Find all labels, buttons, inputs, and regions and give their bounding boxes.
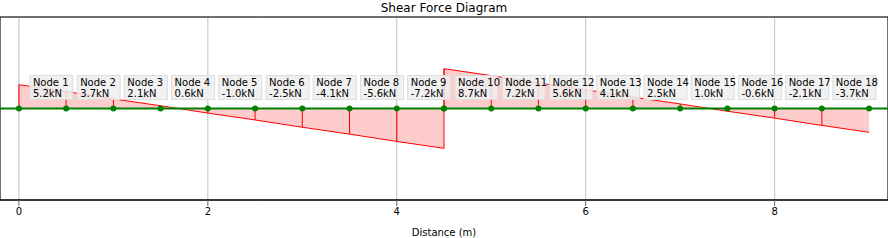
svg-text:Node 15: Node 15 xyxy=(694,77,736,88)
svg-text:Node 2: Node 2 xyxy=(80,77,116,88)
svg-text:Node 3: Node 3 xyxy=(127,77,163,88)
svg-text:Node 11: Node 11 xyxy=(505,77,547,88)
svg-text:Node 5: Node 5 xyxy=(222,77,258,88)
svg-text:5.6kN: 5.6kN xyxy=(552,88,581,99)
svg-text:8: 8 xyxy=(771,206,777,217)
svg-text:0: 0 xyxy=(16,206,22,217)
svg-text:Node 9: Node 9 xyxy=(411,77,447,88)
svg-text:4: 4 xyxy=(394,206,400,217)
svg-text:Node 1: Node 1 xyxy=(33,77,69,88)
svg-text:Node 17: Node 17 xyxy=(789,77,831,88)
html-text:Shear Force Diagram: Shear Force Diagram xyxy=(380,1,508,15)
svg-text:2.5kN: 2.5kN xyxy=(647,88,676,99)
svg-text:4.1kN: 4.1kN xyxy=(600,88,629,99)
svg-text:Node 7: Node 7 xyxy=(316,77,352,88)
svg-text:Node 10: Node 10 xyxy=(458,77,500,88)
svg-text:Node 8: Node 8 xyxy=(364,77,400,88)
svg-text:0.6kN: 0.6kN xyxy=(175,88,204,99)
svg-text:Distance (m): Distance (m) xyxy=(412,227,477,238)
svg-text:-2.1kN: -2.1kN xyxy=(789,88,822,99)
svg-text:2.1kN: 2.1kN xyxy=(127,88,156,99)
svg-text:8.7kN: 8.7kN xyxy=(458,88,487,99)
svg-text:-1.0kN: -1.0kN xyxy=(222,88,255,99)
svg-text:Node 13: Node 13 xyxy=(600,77,642,88)
svg-text:-5.6kN: -5.6kN xyxy=(364,88,397,99)
svg-text:-2.5kN: -2.5kN xyxy=(269,88,302,99)
svg-text:-0.6kN: -0.6kN xyxy=(741,88,774,99)
svg-text:Node 18: Node 18 xyxy=(836,77,878,88)
svg-text:Node 14: Node 14 xyxy=(647,77,689,88)
svg-text:Node 12: Node 12 xyxy=(552,77,594,88)
svg-text:Node 16: Node 16 xyxy=(741,77,783,88)
svg-text:-7.2kN: -7.2kN xyxy=(411,88,444,99)
svg-text:-4.1kN: -4.1kN xyxy=(316,88,349,99)
svg-text:-3.7kN: -3.7kN xyxy=(836,88,869,99)
svg-text:6: 6 xyxy=(583,206,589,217)
svg-text:Node 6: Node 6 xyxy=(269,77,305,88)
svg-text:3.7kN: 3.7kN xyxy=(80,88,109,99)
svg-text:5.2kN: 5.2kN xyxy=(33,88,62,99)
svg-text:Node 4: Node 4 xyxy=(175,77,211,88)
svg-text:7.2kN: 7.2kN xyxy=(505,88,534,99)
svg-text:2: 2 xyxy=(205,206,211,217)
svg-text:1.0kN: 1.0kN xyxy=(694,88,723,99)
